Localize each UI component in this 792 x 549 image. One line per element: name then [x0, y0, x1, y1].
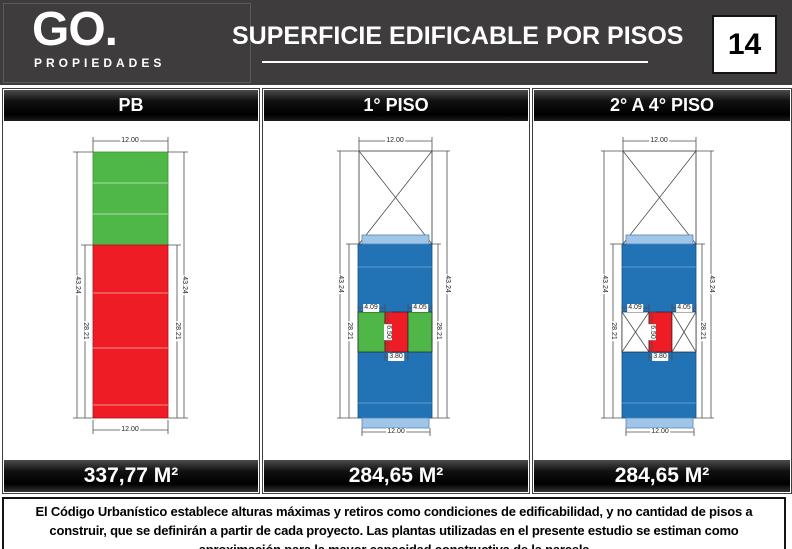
dim-p1-patio-left: 4.09 — [363, 304, 379, 312]
dim-p1-bdepth-right: 28.21 — [434, 321, 442, 341]
dim-pb-bdepth-left: 28.21 — [81, 321, 89, 341]
panel-piso2a4-area: 284,65 M² — [614, 464, 710, 487]
footer-note-box: El Código Urbanístico establece alturas … — [2, 497, 786, 549]
panel-piso2a4-area-bar: 284,65 M² — [534, 458, 790, 492]
dim-p1-depth-left: 43.24 — [336, 274, 344, 294]
dim-p2-core-width: 3.80 — [652, 353, 668, 361]
panel-piso2a4-header: 2° A 4° PISO — [534, 90, 790, 123]
dim-pb-width-top: 12.00 — [120, 137, 140, 145]
dim-p1-width-bottom: 12.00 — [386, 428, 406, 436]
dim-p2-core-depth: 6.50 — [648, 324, 656, 340]
dim-p1-core-width: 3.80 — [388, 353, 404, 361]
panel-pb-header: PB — [4, 90, 258, 123]
dim-p2-bdepth-right: 28.21 — [698, 321, 706, 341]
title-underline — [262, 61, 648, 63]
top-banner: GO. PROPIEDADES SUPERFICIE EDIFICABLE PO… — [0, 0, 792, 85]
page-number: 14 — [727, 27, 762, 61]
dim-pb-bdepth-right: 28.21 — [173, 321, 181, 341]
page-number-badge: 14 — [712, 15, 777, 74]
panel-pb-title: PB — [118, 95, 144, 115]
footer-note-text: El Código Urbanístico establece alturas … — [35, 504, 753, 549]
dim-pb-depth-right: 43.24 — [180, 275, 188, 295]
logo-tagline: PROPIEDADES — [34, 56, 166, 70]
panel-piso1-area: 284,65 M² — [348, 464, 444, 487]
logo: GO. PROPIEDADES — [3, 3, 251, 83]
dim-p2-patio-left: 4.09 — [627, 304, 643, 312]
page-title: SUPERFICIE EDIFICABLE POR PISOS — [232, 22, 684, 50]
panel-piso1-header: 1° PISO — [264, 90, 528, 123]
panel-pb-area-bar: 337,77 M² — [4, 458, 258, 492]
dim-p1-bdepth-left: 28.21 — [345, 321, 353, 341]
dim-pb-depth-left: 43.24 — [73, 275, 81, 295]
dim-p1-depth-right: 43.24 — [443, 274, 451, 294]
dim-p1-patio-right: 4.05 — [412, 304, 428, 312]
dim-p2-depth-right: 43.24 — [707, 274, 715, 294]
dim-p1-width-top: 12.00 — [385, 137, 405, 145]
panel-piso1-area-bar: 284,65 M² — [264, 458, 528, 492]
dim-pb-width-bottom: 12.00 — [120, 426, 140, 434]
panel-pb-area: 337,77 M² — [83, 464, 179, 487]
dim-p2-bdepth-left: 28.21 — [609, 321, 617, 341]
panel-piso1-title: 1° PISO — [363, 95, 429, 115]
dim-p2-width-bottom: 12.00 — [650, 428, 670, 436]
panel-piso2a4-title: 2° A 4° PISO — [609, 95, 715, 115]
dim-p2-depth-left: 43.24 — [600, 274, 608, 294]
dim-p2-patio-right: 4.05 — [676, 304, 692, 312]
logo-main-text: GO. — [32, 3, 118, 56]
dim-p1-core-depth: 6.50 — [384, 324, 392, 340]
dim-p2-width-top: 12.00 — [649, 137, 669, 145]
